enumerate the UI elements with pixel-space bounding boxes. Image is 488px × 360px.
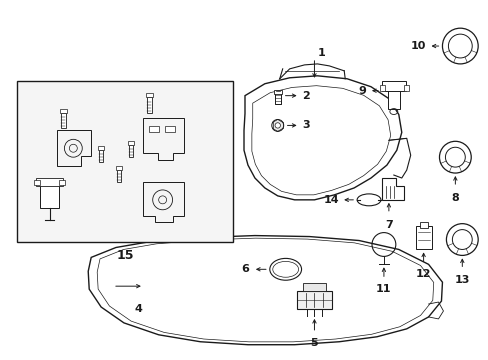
- Bar: [273, 90, 281, 94]
- Bar: [146, 96, 151, 113]
- Bar: [99, 150, 103, 162]
- Text: 12: 12: [415, 269, 430, 279]
- Text: 8: 8: [450, 193, 458, 203]
- Bar: [34, 180, 40, 185]
- Bar: [98, 146, 104, 150]
- Bar: [379, 85, 384, 91]
- Bar: [129, 145, 133, 157]
- Text: 11: 11: [375, 284, 391, 294]
- Bar: [274, 92, 280, 104]
- Bar: [61, 109, 67, 113]
- Text: 10: 10: [409, 41, 425, 51]
- Bar: [302, 283, 325, 291]
- Text: 2: 2: [302, 91, 310, 101]
- Bar: [387, 89, 399, 109]
- Bar: [296, 291, 332, 309]
- Bar: [415, 226, 431, 249]
- Bar: [61, 113, 66, 129]
- Bar: [128, 141, 134, 145]
- Bar: [60, 180, 65, 185]
- Text: 7: 7: [384, 220, 392, 230]
- Text: 1: 1: [317, 48, 325, 58]
- Bar: [148, 126, 158, 132]
- Text: 13: 13: [454, 275, 469, 285]
- Text: 5: 5: [310, 338, 318, 348]
- Circle shape: [274, 123, 280, 128]
- Bar: [116, 166, 122, 170]
- Bar: [381, 81, 405, 91]
- Bar: [40, 184, 60, 208]
- Bar: [419, 222, 427, 228]
- Bar: [36, 178, 63, 186]
- Bar: [145, 93, 152, 96]
- Text: 9: 9: [357, 86, 366, 96]
- Circle shape: [271, 120, 283, 131]
- Text: 6: 6: [241, 264, 248, 274]
- Text: 3: 3: [302, 121, 309, 130]
- Text: 14: 14: [323, 195, 339, 205]
- Text: 4: 4: [135, 304, 142, 314]
- Bar: [17, 81, 233, 242]
- Bar: [164, 126, 174, 132]
- Bar: [403, 85, 408, 91]
- Text: 15: 15: [116, 249, 133, 262]
- Bar: [117, 170, 121, 182]
